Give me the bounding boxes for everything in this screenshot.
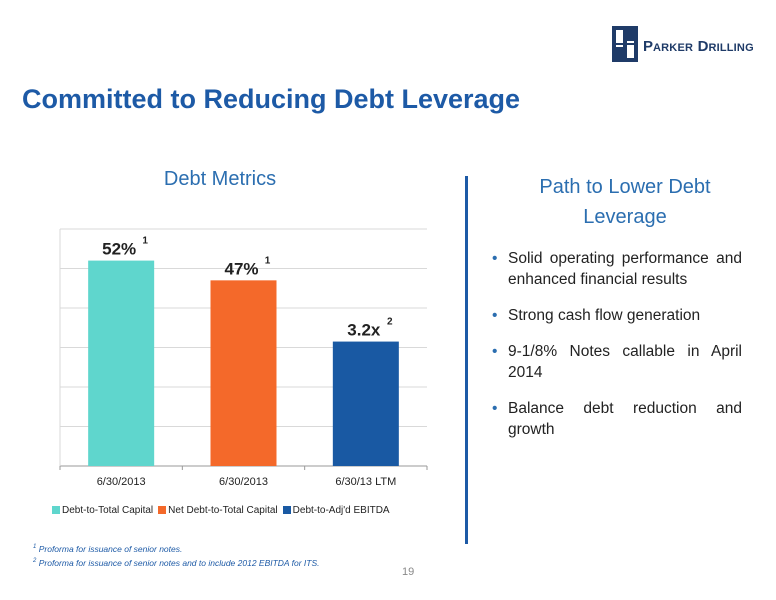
bar-footnote-marker: 1 <box>265 255 271 266</box>
legend-item: Net Debt-to-Total Capital <box>158 505 278 516</box>
x-tick-label: 6/30/2013 <box>97 476 146 488</box>
bar <box>332 341 399 466</box>
company-logo: PARKER DRILLING <box>612 26 770 66</box>
bar-value-label: 52% <box>102 240 136 259</box>
legend-swatch <box>158 506 167 514</box>
footnote: 1 Proforma for issuance of senior notes. <box>33 543 183 554</box>
footnote: 2 Proforma for issuance of senior notes … <box>33 557 320 568</box>
chart-heading: Debt Metrics <box>163 168 277 190</box>
legend-label: Debt-to-Total Capital <box>62 505 154 516</box>
bullet-item: 9-1/8% Notes callable in April 2014 <box>490 341 742 383</box>
legend-item: Debt-to-Adj'd EBITDA <box>282 505 390 516</box>
bar-footnote-marker: 1 <box>142 236 148 247</box>
bullet-item: Solid operating performance and enhanced… <box>490 248 742 290</box>
logo-wordmark: PARKER DRILLING <box>643 38 754 55</box>
path-heading: Path to Lower Debt Leverage <box>539 176 711 228</box>
bar-footnote-marker: 2 <box>387 317 393 328</box>
legend-label: Debt-to-Adj'd EBITDA <box>292 505 390 516</box>
panel-divider <box>465 176 468 544</box>
bar <box>88 260 155 466</box>
bar-value-label: 3.2x <box>347 321 381 340</box>
legend-swatch <box>52 506 60 514</box>
bullet-item: Strong cash flow generation <box>490 305 742 326</box>
footnotes: 1 Proforma for issuance of senior notes.… <box>33 541 320 569</box>
bullet-list: Solid operating performance and enhanced… <box>490 248 742 455</box>
bar <box>210 280 277 466</box>
legend-swatch <box>282 506 291 514</box>
chart-legend: Debt-to-Total Capital Net Debt-to-Total C… <box>52 505 442 516</box>
logo-mark-icon <box>612 26 638 62</box>
x-tick-label: 6/30/2013 <box>219 476 268 488</box>
legend-item: Debt-to-Total Capital <box>52 505 153 516</box>
slide-title: Committed to Reducing Debt Leverage <box>22 84 521 114</box>
legend-label: Net Debt-to-Total Capital <box>168 505 278 516</box>
page-number: 19 <box>402 566 415 578</box>
x-tick-label: 6/30/13 LTM <box>335 476 396 488</box>
bar-value-label: 47% <box>224 259 258 278</box>
bullet-item: Balance debt reduction and growth <box>490 398 742 440</box>
